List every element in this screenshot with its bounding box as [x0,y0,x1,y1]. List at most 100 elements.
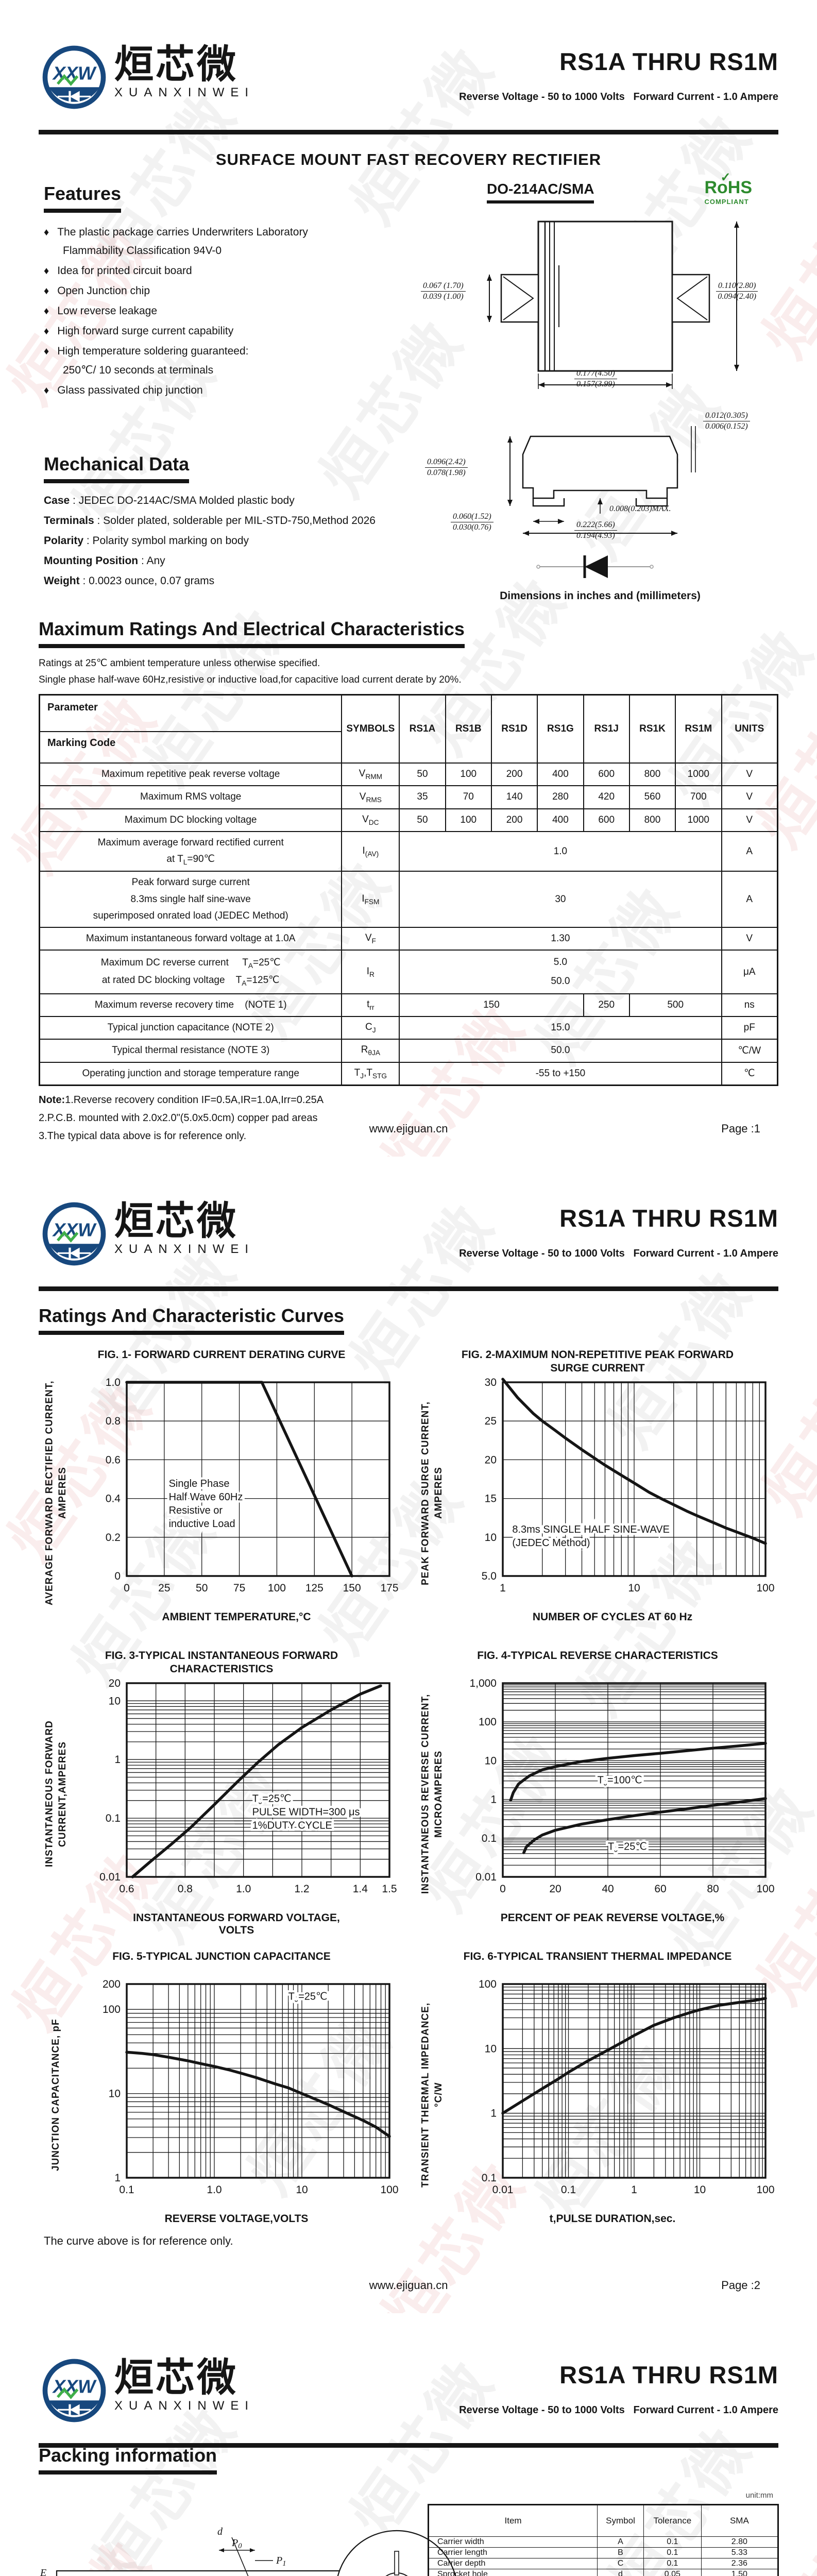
svg-text:10: 10 [109,2088,121,2100]
features-heading: Features [44,183,415,213]
svg-text:75: 75 [233,1582,245,1594]
brand-logo: XXW [42,45,106,109]
svg-text:Half Wave 60Hz: Half Wave 60Hz [169,1492,243,1503]
mechanical-label: Case [44,495,70,506]
svg-text:1.5: 1.5 [382,1883,397,1895]
ratings-notes: Note:1.Reverse recovery condition IF=0.5… [39,1094,778,1142]
dim-total-length: 0.222(5.66) 0.194(4.93) [574,520,617,541]
svg-text:1%DUTY CYCLE: 1%DUTY CYCLE [252,1820,332,1831]
svg-text:100: 100 [103,2004,121,2015]
figure-title: FIG. 4-TYPICAL REVERSE CHARACTERISTICS [477,1650,718,1662]
svg-text:1.4: 1.4 [353,1883,368,1895]
tape-drawing: E F W B P0 P1 d A P [36,2509,397,2576]
voltage-current-subtitle: Reverse Voltage - 50 to 1000 Volts Forwa… [459,2404,778,2416]
mechanical-data-section: Mechanical Data Case : JEDEC DO-214AC/SM… [44,453,415,595]
diamond-bullet-icon: ♦ [44,265,49,277]
y-axis-label: AVERAGE FORWARD RECTIFIED CURRENT, AMPER… [44,1380,68,1606]
x-axis-label: PERCENT OF PEAK REVERSE VOLTAGE,% [500,1912,725,1924]
table-row: Maximum repetitive peak reverse voltage … [39,762,778,787]
feature-text: Glass passivated chip junction [57,384,203,396]
col-units: UNITS [721,694,778,764]
figure-title: FIG. 3-TYPICAL INSTANTANEOUS FORWARD CHA… [105,1650,338,1675]
col-device: RS1D [490,694,538,764]
logo-green-zigzag [56,1230,79,1243]
logo-diode-icon [70,2404,80,2415]
mechanical-lines: Case : JEDEC DO-214AC/SMA Molded plastic… [44,495,415,587]
svg-text:175: 175 [380,1582,398,1594]
cell: Peak forward surge current 8.3ms single … [39,871,343,928]
ratings-header-row: Parameter Marking Code SYMBOLS RS1A RS1B… [39,694,778,764]
voltage-current-subtitle: Reverse Voltage - 50 to 1000 Volts Forwa… [459,91,778,103]
svg-text:1,000: 1,000 [469,1678,497,1689]
cell: 1000 [675,762,722,787]
package-name: DO-214AC/SMA [487,181,594,204]
brand: XXW 烜芯微 XUANXINWEI [41,2358,254,2424]
note-line: 2.P.C.B. mounted with 2.0x2.0"(5.0x5.0cm… [39,1112,778,1124]
svg-text:100: 100 [380,2184,398,2196]
svg-text:P1: P1 [276,2555,286,2568]
figure-4: FIG. 4-TYPICAL REVERSE CHARACTERISTICS I… [417,1649,778,1941]
cell: VDC [341,808,400,832]
logo-green-zigzag [56,2387,79,2399]
packing-heading: Packing information [39,2445,217,2475]
feature-item: ♦ Glass passivated chip junction [44,384,415,397]
table-row: Maximum DC reverse current TA=25℃ at rat… [39,950,778,994]
svg-text:TJ=25℃: TJ=25℃ [288,1991,328,2004]
cell: I(AV) [341,831,400,872]
dim-seat-max: 0.008(0.203)MAX. [609,504,671,513]
cell: VRMM [341,762,400,787]
svg-text:10: 10 [485,2043,497,2055]
cell: 0.05 [643,2569,702,2576]
cell: IR [341,950,400,994]
col-device: RS1B [445,694,492,764]
cell: 140 [490,785,538,809]
cell: μA [721,950,778,994]
page-1: XXW 烜芯微 XUANXINWEI RS1A THRU RS1M Revers… [0,0,817,1157]
figure-1-plot: 0 25 50 75 100 125 150 175 0 0.2 0.4 0.6 0.8 1.0 Singl… [106,1377,399,1594]
cell: 560 [628,785,676,809]
col-item: Item [428,2504,598,2537]
figure-title: FIG. 6-TYPICAL TRANSIENT THERMAL IMPEDAN… [463,1951,732,1962]
svg-text:20: 20 [549,1883,561,1895]
cell: ℃/W [721,1039,778,1063]
header-rule [39,130,778,134]
svg-text:10: 10 [694,2184,706,2196]
cell: V [721,808,778,832]
logo-green-zigzag [56,74,79,86]
mechanical-value: : JEDEC DO-214AC/SMA Molded plastic body [70,495,295,506]
feature-item: ♦ Idea for printed circuit board [44,265,415,277]
cell: 2.36 [701,2558,779,2569]
svg-text:5.0: 5.0 [482,1570,497,1582]
svg-text:30: 30 [485,1377,497,1388]
brand-name-en: XUANXINWEI [114,85,255,99]
cell: Carrier depth [428,2558,598,2569]
cell: 280 [537,785,584,809]
cell: Parameter Marking Code [39,694,343,764]
footer-url: www.ejiguan.cn [369,2279,448,2292]
cell: 700 [675,785,722,809]
packing-table: Item Symbol Tolerance SMA Carrier width … [428,2504,779,2576]
dim-body-length: 0.177(4.50) 0.157(3.99) [574,368,617,389]
svg-text:100: 100 [756,1582,774,1594]
svg-text:25: 25 [158,1582,170,1594]
ratings-table: Parameter Marking Code SYMBOLS RS1A RS1B… [39,694,778,1086]
note-line: Note:1.Reverse recovery condition IF=0.5… [39,1094,778,1106]
cell: -55 to +150 [399,1061,722,1086]
brand: XXW 烜芯微 XUANXINWEI [41,44,254,110]
svg-text:TJ=25℃: TJ=25℃ [252,1793,292,1806]
table-row: Maximum average forward rectified curren… [39,831,778,872]
svg-text:8.3ms SINGLE HALF SINE-WAVE: 8.3ms SINGLE HALF SINE-WAVE [512,1524,670,1535]
svg-text:100: 100 [479,1979,497,1990]
brand-name-cn: 烜芯微 [114,43,238,87]
mechanical-value: : 0.0023 ounce, 0.07 grams [79,575,215,587]
cell: CJ [341,1015,400,1040]
svg-text:TJ=25℃: TJ=25℃ [608,1841,647,1854]
ratings-section: Maximum Ratings And Electrical Character… [39,618,778,1148]
feature-text: The plastic package carries Underwriters… [57,226,308,238]
figure-3-plot: 0.6 0.8 1.0 1.2 1.4 1.5 0.01 0.1 1 10 20 TJ=25℃PULS… [99,1678,397,1895]
cell: V [721,785,778,809]
table-row: Typical thermal resistance (NOTE 3) RθJA… [39,1039,778,1063]
svg-text:1: 1 [114,1754,121,1766]
x-axis-label: AMBIENT TEMPERATURE,°C [162,1611,311,1623]
diamond-bullet-icon: ♦ [44,346,49,357]
